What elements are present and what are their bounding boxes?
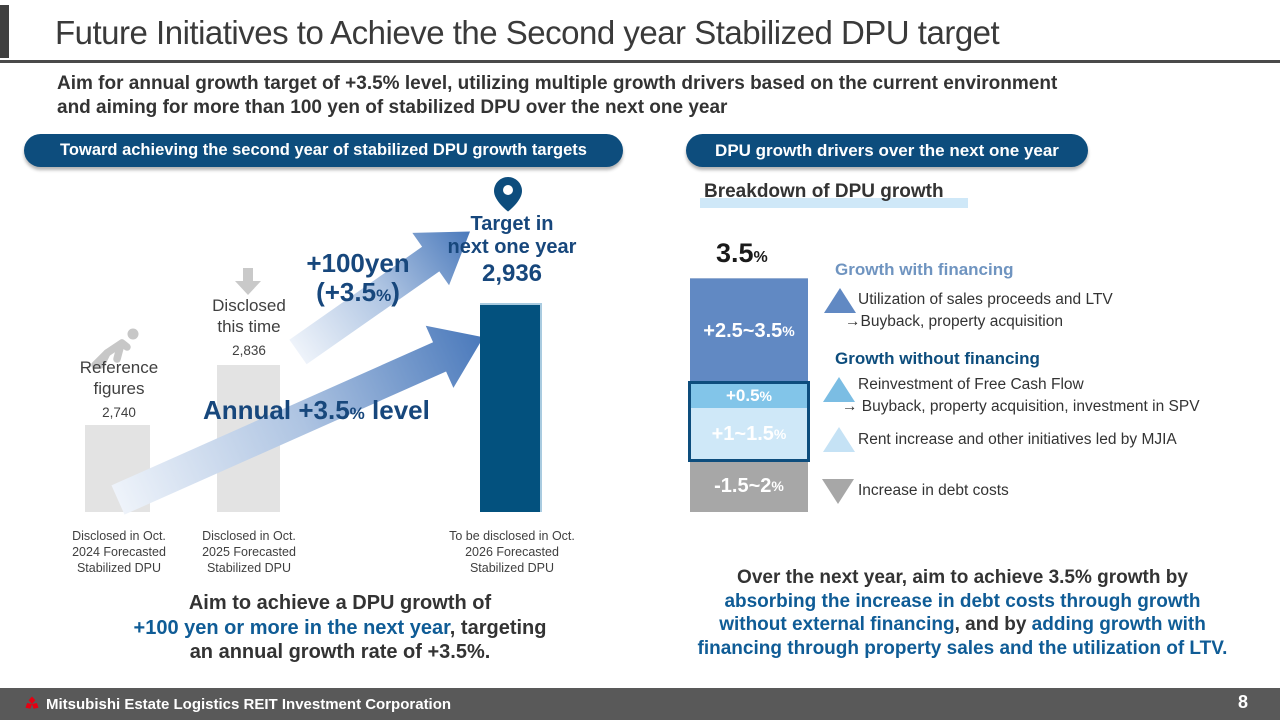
legend-item-debt-costs: Increase in debt costs: [858, 482, 1009, 499]
footer-company-name: Mitsubishi Estate Logistics REIT Investm…: [46, 696, 452, 713]
legend-item-rent-increase: Rent increase and other initiatives led …: [858, 431, 1177, 448]
bar1-label-line2: figures: [93, 379, 145, 398]
bar1-caption: Disclosed in Oct. 2024 Forecasted Stabil…: [72, 529, 166, 575]
legend-item-sales-proceeds: Utilization of sales proceeds and LTV: [858, 291, 1113, 308]
bar2-caption: Disclosed in Oct. 2025 Forecasted Stabil…: [202, 529, 296, 575]
plus-100yen-line1: +100yen: [306, 248, 410, 278]
legend-item-fcf-reinvestment: Reinvestment of Free Cash Flow: [858, 376, 1084, 393]
bar2-label-line1: Disclosed: [212, 296, 286, 315]
legend-item-fcf-detail: → Buyback, property acquisition, investm…: [842, 398, 1200, 415]
bar3-label: Target in next one year 2,936: [428, 213, 596, 287]
segment-growth-with-financing: +2.5~3.5%: [690, 278, 808, 383]
legend-group-with-financing: Growth with financing: [835, 260, 1014, 279]
right-summary-text: Over the next year, aim to achieve 3.5% …: [697, 567, 1228, 659]
runner-icon: [91, 328, 139, 369]
bar3-label-line2: next one year: [447, 236, 577, 258]
legend-item-sales-proceeds-detail: →Buyback, property acquisition: [845, 313, 1063, 330]
plus-100yen-annotation: +100yen (+3.5%): [278, 249, 438, 310]
total-growth-label: 3.5%: [716, 238, 768, 268]
subtitle-line-1: Aim for annual growth target of +3.5% le…: [57, 73, 1058, 94]
left-section-header-pill: Toward achieving the second year of stab…: [24, 134, 623, 167]
mitsubishi-logo-icon: [25, 696, 39, 709]
bar1-value: 2,740: [102, 405, 136, 420]
plus-100yen-line2: (+3.5%): [316, 277, 400, 307]
upper-growth-arrow: [289, 231, 471, 365]
annual-growth-annotation: Annual +3.5% level: [203, 395, 430, 425]
growth-arrows: [111, 231, 484, 515]
page-title: Future Initiatives to Achieve the Second…: [55, 14, 1000, 51]
bar3-value: 2,936: [481, 260, 543, 287]
bar2-label: Disclosed this time 2,836: [184, 295, 314, 361]
increase-triangle-icon-sky-blue: [823, 377, 855, 402]
breakdown-title: Breakdown of DPU growth: [704, 181, 944, 202]
decrease-triangle-icon-gray: [822, 479, 854, 504]
bar2-value: 2,836: [232, 343, 266, 358]
slide-subtitle: Aim for annual growth target of +3.5% le…: [57, 72, 1057, 119]
right-section-header-pill: DPU growth drivers over the next one yea…: [686, 134, 1088, 167]
bar1-label: Reference figures 2,740: [54, 357, 184, 423]
increase-triangle-icon-medium-blue: [824, 288, 856, 313]
page-number: 8: [1238, 692, 1249, 712]
lower-growth-arrow: [111, 325, 484, 515]
bar-target-next-year: [480, 303, 542, 512]
segment-growth-without-financing-fcf: +0.5%: [690, 383, 808, 408]
footer-bar: [0, 688, 1280, 720]
bar3-caption: To be disclosed in Oct. 2026 Forecasted …: [449, 529, 575, 575]
down-arrow-icon: [235, 268, 261, 295]
segment-rent-increase: +1~1.5%: [690, 408, 808, 460]
location-pin-icon: [494, 177, 522, 212]
breakdown-title-highlight: [700, 198, 968, 208]
segment-debt-costs: -1.5~2%: [690, 460, 808, 512]
growth-without-financing-outline: [688, 381, 810, 462]
bar2-label-line2: this time: [217, 317, 281, 336]
title-divider: [0, 60, 1280, 63]
title-accent-bar: [0, 5, 9, 58]
legend-group-without-financing: Growth without financing: [835, 349, 1040, 368]
left-summary-text: Aim to achieve a DPU growth of +100 yen …: [133, 592, 547, 663]
subtitle-line-2: and aiming for more than 100 yen of stab…: [57, 96, 728, 118]
bar3-label-line1: Target in: [470, 213, 554, 235]
increase-triangle-icon-light-blue: [823, 427, 855, 452]
bar1-label-line1: Reference: [79, 358, 159, 377]
